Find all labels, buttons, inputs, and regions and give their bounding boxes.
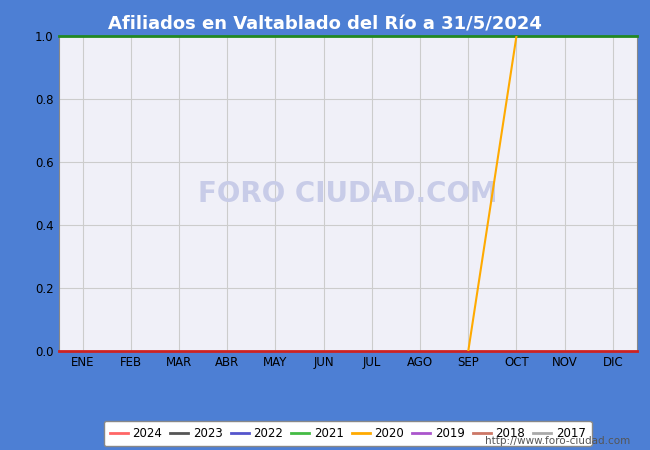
Text: FORO CIUDAD.COM: FORO CIUDAD.COM [198,180,497,207]
Legend: 2024, 2023, 2022, 2021, 2020, 2019, 2018, 2017: 2024, 2023, 2022, 2021, 2020, 2019, 2018… [104,421,592,446]
Text: Afiliados en Valtablado del Río a 31/5/2024: Afiliados en Valtablado del Río a 31/5/2… [108,16,542,34]
Text: http://www.foro-ciudad.com: http://www.foro-ciudad.com [486,436,630,446]
